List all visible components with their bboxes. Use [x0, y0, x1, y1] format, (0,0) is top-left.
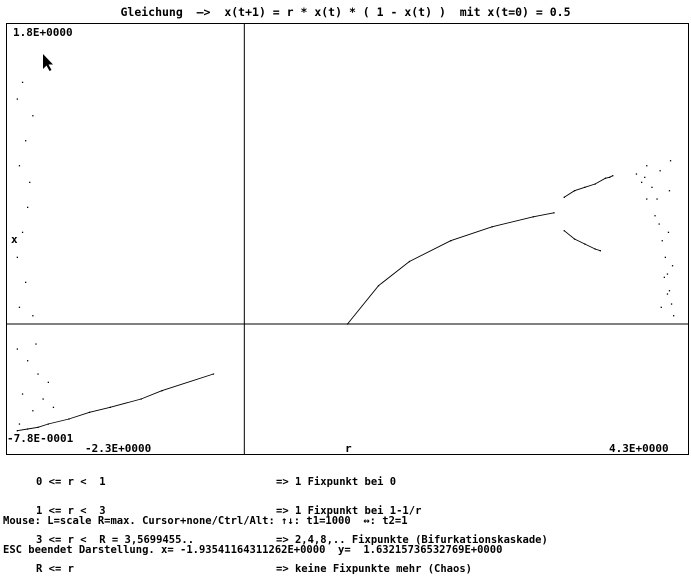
data-point [32, 410, 34, 412]
data-point [553, 212, 555, 214]
legend-row: 0 <= r < 1 => 1 Fixpunkt bei 0 [36, 476, 548, 489]
data-point [656, 198, 658, 200]
status-bar: Mouse: L=scale R=max. Cursor+none/Ctrl/A… [3, 498, 502, 565]
legend-condition: R <= r [36, 562, 74, 575]
fixpoint-branch [563, 175, 613, 198]
x-axis-label: r [345, 442, 352, 455]
data-point [664, 256, 666, 258]
legend-condition: 0 <= r < 1 [36, 476, 106, 489]
data-point [654, 215, 656, 217]
data-point [644, 176, 646, 178]
legend-row: R <= r => keine Fixpunkte mehr (Chaos) [36, 562, 548, 575]
data-point [37, 373, 39, 375]
data-point [25, 140, 27, 142]
legend-row: 1 <= r < 3 => 1 Fixpunkt bei 1-1/r [36, 504, 548, 517]
data-point [29, 181, 31, 183]
mouse-help-line: Mouse: L=scale R=max. Cursor+none/Ctrl/A… [3, 515, 408, 527]
data-point [47, 381, 49, 383]
data-point [673, 315, 675, 317]
data-point [18, 306, 21, 308]
fixpoint-branch [347, 212, 554, 325]
data-point [16, 256, 18, 258]
data-point [27, 360, 29, 362]
y-max-label: 1.8E+0000 [13, 26, 73, 39]
data-point [668, 190, 671, 192]
data-point [18, 423, 21, 425]
data-point [635, 173, 638, 175]
data-point [42, 398, 44, 400]
data-point [35, 343, 37, 345]
data-point [671, 265, 674, 267]
data-point [663, 276, 665, 278]
y-axis-label: x [11, 233, 18, 246]
data-point [660, 306, 662, 308]
data-point [27, 206, 29, 208]
data-point [666, 273, 669, 275]
y-min-label: -7.8E-0001 [7, 432, 74, 445]
data-point [658, 223, 660, 225]
plot-area[interactable] [6, 23, 689, 455]
equation-title: Gleichung —> x(t+1) = r * x(t) * ( 1 - x… [120, 5, 571, 19]
data-point [21, 393, 24, 395]
data-point [641, 181, 643, 183]
data-point [646, 198, 648, 200]
data-point [659, 170, 661, 172]
data-point [669, 160, 672, 162]
x-max-label: 4.3E+0000 [609, 442, 669, 455]
legend-description: => keine Fixpunkte mehr (Chaos) [276, 562, 472, 575]
data-point [16, 348, 18, 350]
data-point [646, 165, 648, 167]
data-point [52, 406, 55, 408]
data-point [16, 98, 18, 100]
data-point [346, 323, 349, 325]
data-point [612, 175, 614, 177]
x-min-label: -2.3E+0000 [85, 442, 152, 455]
data-point [667, 231, 670, 233]
fixpoint-branch [563, 230, 601, 252]
data-point [670, 303, 673, 305]
data-point [32, 315, 34, 317]
data-point [21, 81, 24, 83]
data-point [668, 290, 671, 292]
data-point [21, 231, 24, 233]
data-point [599, 250, 601, 252]
negative-r-branch [17, 373, 214, 432]
data-point [32, 115, 34, 117]
mouse-pointer-icon [43, 54, 53, 71]
coordinate-readout: ESC beendet Darstellung. x= -1.935411643… [3, 543, 503, 556]
data-point [18, 165, 21, 167]
legend-description: => 1 Fixpunkt bei 0 [276, 476, 397, 489]
data-point [666, 293, 669, 295]
legend-condition: 1 <= r < 3 [36, 504, 106, 517]
data-point [25, 281, 27, 283]
bifurcation-plot[interactable] [7, 24, 688, 454]
data-point [651, 186, 653, 188]
data-point [212, 373, 215, 375]
data-point [661, 240, 663, 242]
legend-description: => 1 Fixpunkt bei 1-1/r [276, 504, 422, 517]
